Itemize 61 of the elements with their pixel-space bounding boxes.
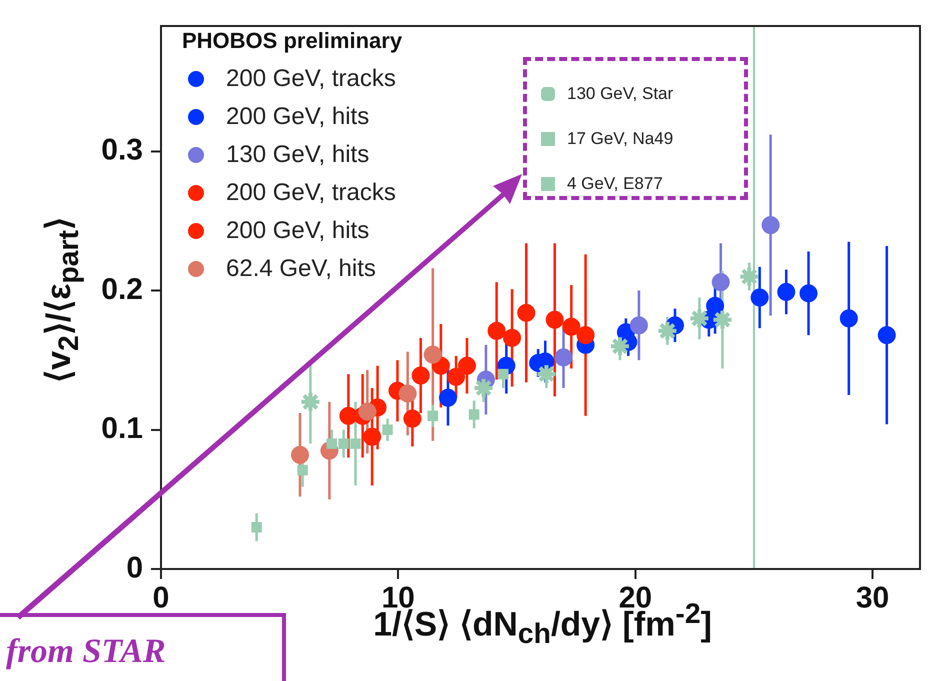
point xyxy=(458,356,476,375)
point xyxy=(878,326,896,344)
point xyxy=(498,368,509,380)
point xyxy=(412,366,430,384)
point xyxy=(546,310,564,329)
legend-label: 4 GeV, E877 xyxy=(567,174,663,194)
y-tick-label: 0.2 xyxy=(101,272,143,306)
point xyxy=(299,390,322,413)
y-tick-label: 0 xyxy=(126,551,143,584)
point xyxy=(562,318,580,336)
point xyxy=(339,406,358,425)
point xyxy=(326,438,338,449)
point xyxy=(576,326,595,344)
point xyxy=(403,410,422,428)
legend-label: 130 GeV, hits xyxy=(226,141,370,169)
point xyxy=(706,296,724,315)
legend-label: 200 GeV, tracks xyxy=(226,65,396,93)
point xyxy=(472,377,495,399)
point xyxy=(428,410,438,422)
legend-label: 200 GeV, tracks xyxy=(226,179,396,207)
legend-label: 200 GeV, hits xyxy=(226,103,370,131)
point xyxy=(382,424,393,436)
y-tick-label: 0.3 xyxy=(101,134,143,167)
point xyxy=(517,304,536,322)
x-tick-label: 30 xyxy=(856,581,890,614)
y-tick-label: 0.1 xyxy=(101,412,143,446)
point xyxy=(438,388,457,407)
point xyxy=(738,266,760,288)
point xyxy=(468,409,480,420)
point xyxy=(503,328,522,347)
legend-label: 17 GeV, Na49 xyxy=(567,128,674,148)
point xyxy=(398,384,417,403)
legend-label: 200 GeV, hits xyxy=(226,217,370,245)
x-tick-label: 0 xyxy=(152,581,170,614)
point xyxy=(800,284,818,302)
point xyxy=(363,428,382,446)
legend-label: 130 GeV, Star xyxy=(567,84,674,104)
point xyxy=(777,282,796,301)
point xyxy=(358,402,376,421)
point xyxy=(608,335,631,358)
point xyxy=(712,273,730,292)
point xyxy=(350,438,361,449)
point xyxy=(251,522,262,532)
text: from STAR xyxy=(0,613,286,681)
point xyxy=(290,446,309,464)
legend-label: 62.4 GeV, hits xyxy=(226,255,376,283)
point xyxy=(488,322,506,340)
point xyxy=(840,309,858,328)
point xyxy=(656,320,678,342)
point xyxy=(762,216,780,234)
point xyxy=(630,316,648,334)
point xyxy=(424,346,442,364)
point xyxy=(535,363,558,386)
point xyxy=(554,348,573,366)
point xyxy=(447,368,466,386)
point xyxy=(297,464,308,476)
legend-title: PHOBOS preliminary xyxy=(182,28,402,54)
point xyxy=(750,288,769,306)
point xyxy=(711,308,734,331)
point xyxy=(688,307,710,330)
point xyxy=(338,438,349,449)
